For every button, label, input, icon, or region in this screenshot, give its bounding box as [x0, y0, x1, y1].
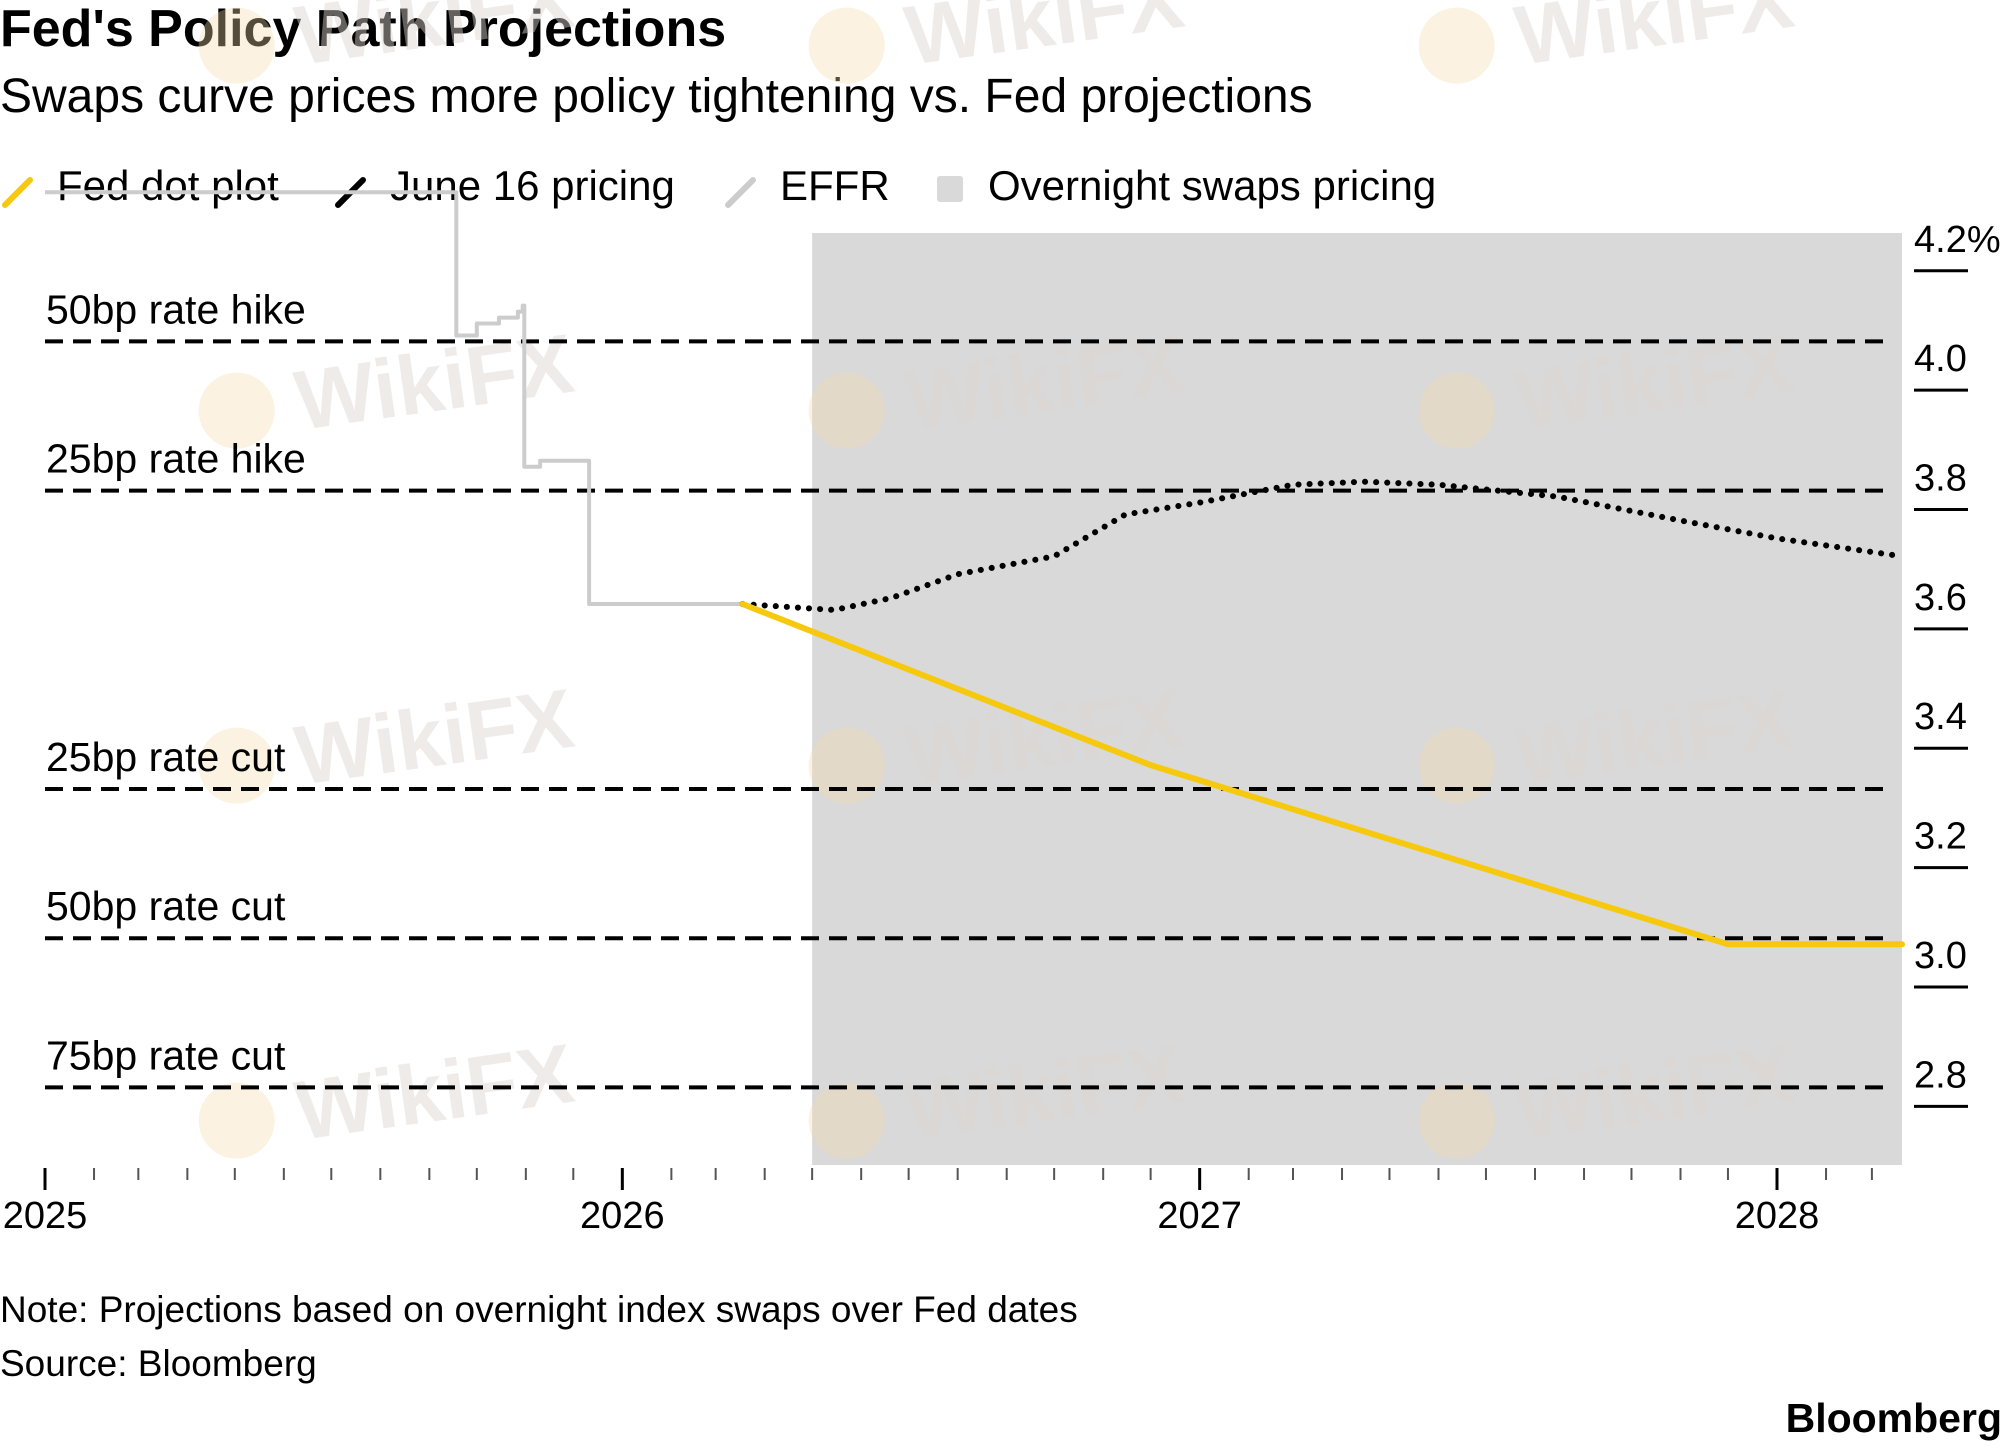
watermark-text: WikiFX	[289, 1026, 579, 1158]
watermark: WikiFX	[808, 671, 1189, 804]
series-line-fed-dot-plot	[739, 601, 1905, 948]
legend-label-june-16-pricing: June 16 pricing	[390, 162, 675, 209]
legend: Fed dot plot June 16 pricing EFFR Overni…	[2, 162, 1436, 209]
reference-label-25bp-rate-hike: 25bp rate hike	[46, 436, 306, 482]
watermark-text: WikiFX	[289, 671, 579, 803]
y-tick-label-3-0: 3.0	[1914, 935, 1967, 977]
series-layer	[45, 190, 1905, 948]
watermark-logo-icon	[198, 372, 275, 449]
x-axis: 2025 2026 2027 2028	[3, 1168, 1873, 1237]
watermark-logo-icon	[808, 7, 885, 84]
watermark: WikiFX	[1418, 0, 1799, 84]
diagonal-line-icon	[725, 177, 756, 208]
y-tick-label-4-0: 4.0	[1914, 338, 1967, 380]
legend-item-fed-dot-plot: Fed dot plot	[2, 162, 279, 209]
y-tick-label-3-8: 3.8	[1914, 458, 1967, 500]
watermark-text: WikiFX	[289, 316, 579, 448]
watermark-text: WikiFX	[1509, 0, 1799, 83]
shaded-region-overnight-swaps	[812, 233, 1902, 1165]
series-line-june-16-pricing	[739, 478, 1905, 613]
watermark-logo-icon	[808, 372, 885, 449]
legend-item-june-16-pricing: June 16 pricing	[335, 162, 675, 209]
reference-label-25bp-rate-cut: 25bp rate cut	[46, 734, 286, 780]
reference-lines: 50bp rate hike 25bp rate hike 25bp rate cu…	[45, 286, 1893, 1090]
chart-source: Source: Bloomberg	[0, 1343, 317, 1384]
y-axis: 4.2% 4.0 3.8 3.6 3.4 3.2 3.0 2.8	[1914, 219, 2001, 1108]
chart-note: Note: Projections based on overnight ind…	[0, 1289, 1078, 1330]
x-tick-label-2027: 2027	[1157, 1195, 1242, 1237]
watermark-logo-icon	[1418, 372, 1495, 449]
legend-label-fed-dot-plot: Fed dot plot	[57, 162, 279, 209]
y-tick-label-2-8: 2.8	[1914, 1054, 1967, 1096]
bloomberg-logo: Bloomberg	[1786, 1395, 2002, 1441]
y-tick-label-4-2: 4.2%	[1914, 219, 2001, 261]
reference-label-50bp-rate-hike: 50bp rate hike	[46, 286, 306, 332]
chart-title: Fed's Policy Path Projections	[0, 0, 726, 58]
legend-label-overnight-swaps-pricing: Overnight swaps pricing	[988, 162, 1436, 209]
y-tick-label-3-2: 3.2	[1914, 816, 1967, 858]
watermark-logo-icon	[198, 727, 275, 804]
diagonal-line-icon	[2, 177, 33, 208]
legend-item-overnight-swaps-pricing: Overnight swaps pricing	[937, 162, 1436, 209]
watermark-logo-icon	[1418, 727, 1495, 804]
legend-item-effr: EFFR	[725, 162, 890, 209]
x-tick-label-2026: 2026	[580, 1195, 665, 1237]
watermark-logo-icon	[198, 7, 275, 84]
x-tick-label-2028: 2028	[1735, 1195, 1820, 1237]
reference-label-75bp-rate-cut: 75bp rate cut	[46, 1032, 286, 1078]
series-line-effr	[45, 190, 743, 606]
watermark-logo-icon	[1418, 7, 1495, 84]
chart-subtitle: Swaps curve prices more policy tightenin…	[0, 70, 1313, 123]
watermark-logo-icon	[808, 1082, 885, 1159]
y-tick-label-3-6: 3.6	[1914, 577, 1967, 619]
legend-label-effr: EFFR	[780, 162, 890, 209]
y-tick-label-3-4: 3.4	[1914, 696, 1967, 738]
reference-label-50bp-rate-cut: 50bp rate cut	[46, 883, 286, 929]
square-icon	[937, 176, 963, 202]
watermark-logo-icon	[808, 727, 885, 804]
x-tick-label-2025: 2025	[3, 1195, 88, 1237]
watermark-logo-icon	[1418, 1082, 1495, 1159]
watermark-logo-icon	[198, 1082, 275, 1159]
